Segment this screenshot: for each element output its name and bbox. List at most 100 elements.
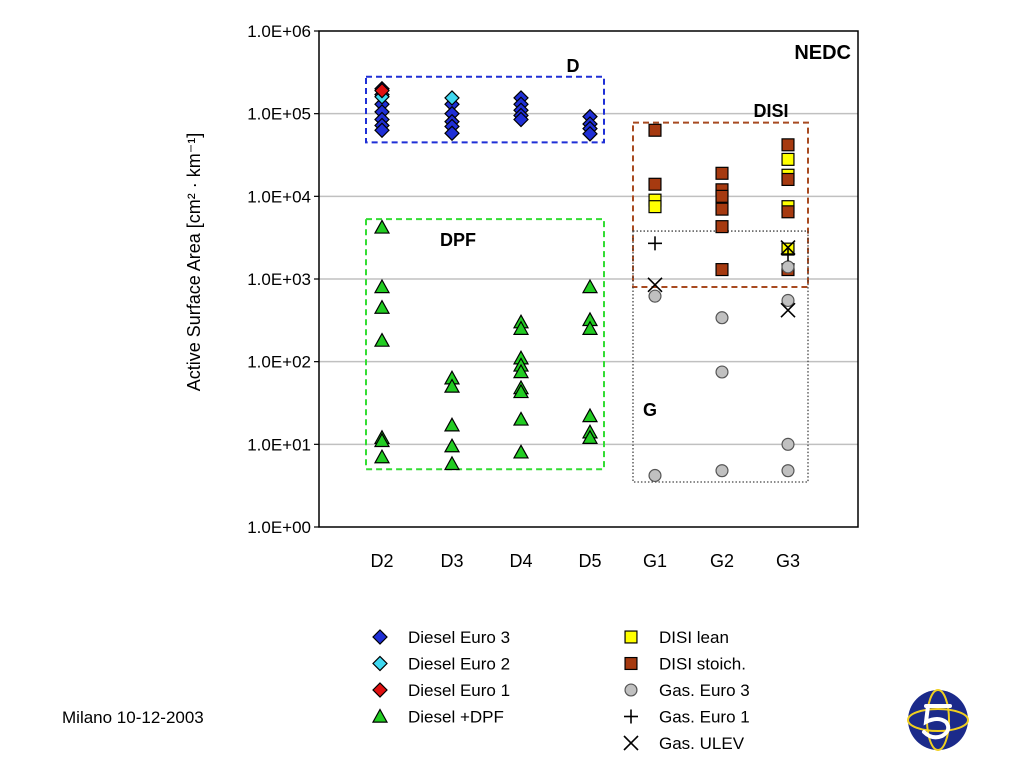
data-point-diamond <box>513 111 529 128</box>
y-axis-label: Active Surface Area [cm² · km⁻¹] <box>184 133 204 392</box>
legend-marker <box>624 683 638 697</box>
data-point-x <box>780 240 796 256</box>
y-tick-label: 1.0E+00 <box>247 518 311 537</box>
data-point-x <box>780 302 796 318</box>
data-point-circle <box>715 365 729 379</box>
x-axis: D2 D3 D4 D5 G1 G2 G3 <box>370 551 800 571</box>
x-tick-label: G3 <box>776 551 800 571</box>
legend-marker <box>371 708 389 723</box>
data-point-triangle <box>581 429 599 444</box>
data-point-triangle <box>373 432 391 448</box>
legend-marker <box>624 709 638 724</box>
legend-marker <box>623 735 639 751</box>
legend-label: Gas. Euro 3 <box>659 681 750 700</box>
data-point-square <box>715 202 729 216</box>
legend-label: Diesel Euro 2 <box>408 655 510 674</box>
legend-label: Gas. Euro 1 <box>659 708 750 727</box>
data-point-square <box>781 152 795 166</box>
x-tick-label: D2 <box>370 551 393 571</box>
data-point-square <box>648 123 662 137</box>
region-box-dpf <box>365 218 605 471</box>
data-point-triangle <box>373 332 391 347</box>
y-tick-label: 1.0E+03 <box>247 270 311 289</box>
x-tick-label: D5 <box>578 551 601 571</box>
legend-item: Gas. Euro 3 <box>624 681 750 700</box>
data-point-circle <box>781 293 795 308</box>
y-axis: 1.0E+00 1.0E+01 1.0E+02 1.0E+03 1.0E+04 1.0E+… <box>247 22 319 537</box>
data-point-triangle <box>581 320 599 335</box>
region-box-d <box>365 75 605 144</box>
x-tick-label: D4 <box>509 551 532 571</box>
data-point-circle <box>781 260 795 274</box>
data-point-circle <box>715 464 729 478</box>
legend: Diesel Euro 3 Diesel Euro 2 Diesel Euro 1 D… <box>371 628 750 753</box>
legend-marker <box>372 629 388 645</box>
y-tick-label: 1.0E+04 <box>247 187 311 206</box>
legend-label: Diesel Euro 3 <box>408 628 510 647</box>
data-point-triangle <box>373 448 391 464</box>
data-point-plus <box>648 236 662 251</box>
region-label: D <box>567 56 580 76</box>
data-point-diamond <box>444 90 460 106</box>
data-point-square <box>781 138 795 152</box>
legend-item: Gas. ULEV <box>623 734 745 753</box>
y-tick-label: 1.0E+01 <box>247 435 311 454</box>
data-point-square <box>715 263 729 277</box>
legend-item: Diesel Euro 3 <box>372 628 510 647</box>
data-point-square <box>648 177 662 191</box>
data-point-triangle <box>443 437 461 453</box>
data-point-triangle <box>443 417 461 432</box>
data-point-square <box>648 200 662 214</box>
chart-title: NEDC <box>794 42 851 64</box>
y-tick-label: 1.0E+05 <box>247 105 311 124</box>
legend-item: Diesel Euro 1 <box>372 681 510 700</box>
x-tick-label: G2 <box>710 551 734 571</box>
y-tick-label: 1.0E+06 <box>247 22 311 41</box>
data-point-triangle <box>581 278 599 294</box>
data-point-diamond <box>374 82 390 99</box>
data-point-circle <box>648 289 662 303</box>
data-point-triangle <box>512 444 530 459</box>
legend-item: Diesel +DPF <box>371 708 504 727</box>
data-point-diamond <box>582 125 598 142</box>
legend-label: Diesel Euro 1 <box>408 681 510 700</box>
data-point-square <box>715 166 729 180</box>
data-point-triangle <box>373 278 391 294</box>
data-points <box>373 80 796 483</box>
legend-item: DISI lean <box>624 628 729 647</box>
data-point-triangle <box>581 407 599 423</box>
legend-marker <box>624 656 638 671</box>
data-point-square <box>715 220 729 234</box>
legend-item: Gas. Euro 1 <box>624 708 750 727</box>
data-point-diamond <box>444 125 460 142</box>
legend-label: DISI stoich. <box>659 655 746 674</box>
data-point-triangle <box>443 455 461 471</box>
region-label: G <box>643 400 657 420</box>
data-point-triangle <box>512 411 530 426</box>
x-tick-label: D3 <box>440 551 463 571</box>
conference-logo <box>907 689 969 751</box>
data-point-circle <box>715 311 729 325</box>
data-point-circle <box>781 437 795 451</box>
legend-marker <box>624 630 638 644</box>
legend-item: DISI stoich. <box>624 655 746 674</box>
data-point-triangle <box>373 299 391 314</box>
data-point-plus <box>781 247 795 262</box>
data-point-square <box>715 189 729 203</box>
legend-label: Diesel +DPF <box>408 708 504 727</box>
region-label: DPF <box>440 230 476 250</box>
data-point-square <box>781 205 795 219</box>
data-point-triangle <box>373 219 391 234</box>
legend-marker <box>372 655 388 672</box>
legend-label: Gas. ULEV <box>659 734 745 753</box>
y-tick-label: 1.0E+02 <box>247 353 311 372</box>
data-point-triangle <box>443 378 461 393</box>
data-point-x <box>647 277 663 293</box>
data-point-triangle <box>512 320 530 335</box>
legend-marker <box>372 682 388 698</box>
data-point-square <box>781 172 795 187</box>
data-point-diamond <box>374 122 390 139</box>
data-point-circle <box>781 464 795 478</box>
data-point-triangle <box>512 383 530 399</box>
